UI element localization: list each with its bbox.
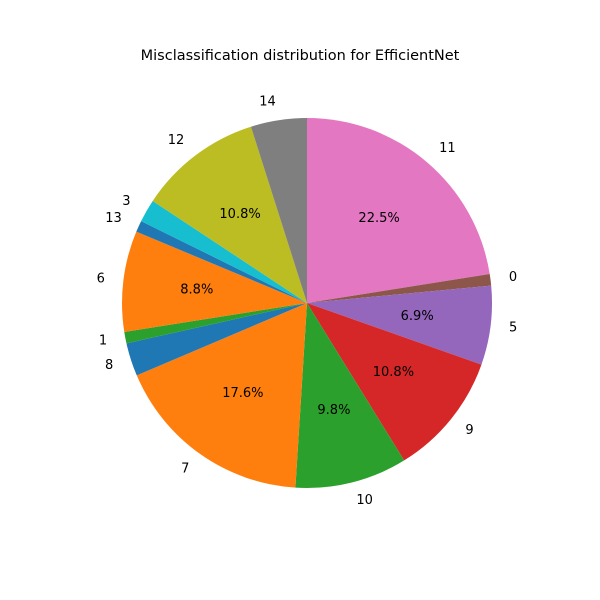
slice-label-5: 5	[509, 320, 517, 335]
slice-label-14: 14	[259, 94, 276, 109]
pie-slice-10	[295, 303, 405, 489]
slice-label-1: 1	[99, 334, 107, 349]
pie-slice-9	[307, 303, 482, 461]
pie-slice-11	[307, 118, 490, 303]
slice-label-3: 3	[122, 194, 130, 209]
pie-slice-12	[152, 126, 307, 303]
slice-label-10: 10	[356, 493, 373, 508]
chart-title: Misclassification distribution for Effic…	[140, 48, 460, 64]
pie-slice-6	[122, 231, 307, 332]
pie-slice-0	[307, 274, 492, 303]
percent-label-6: 8.8%	[180, 282, 213, 297]
pie-slice-1	[124, 303, 308, 344]
percent-label-7: 17.6%	[222, 386, 263, 401]
pie-slice-5	[307, 285, 492, 365]
slices-layer	[122, 118, 492, 489]
pie-slice-3	[141, 200, 307, 303]
labels-layer: 11 22.5% 0 5 6.9% 9 10.8% 10 9.8% 7 17.6% 8 1 6 8.8% 13…	[97, 94, 518, 508]
slice-label-11: 11	[439, 141, 456, 156]
pie-slice-13	[136, 221, 307, 303]
percent-label-12: 10.8%	[219, 207, 260, 222]
pie-slice-8	[126, 303, 307, 376]
percent-label-5: 6.9%	[401, 309, 434, 324]
slice-label-7: 7	[181, 462, 189, 477]
slice-label-6: 6	[97, 271, 105, 286]
slice-label-12: 12	[168, 133, 185, 148]
pie-slice-7	[136, 303, 307, 488]
slice-label-0: 0	[509, 270, 517, 285]
slice-label-9: 9	[465, 423, 473, 438]
slice-label-8: 8	[105, 358, 113, 373]
pie-slice-14	[250, 118, 307, 303]
percent-label-11: 22.5%	[358, 211, 399, 226]
slice-label-13: 13	[105, 211, 122, 226]
percent-label-9: 10.8%	[373, 365, 414, 380]
percent-label-10: 9.8%	[317, 403, 350, 418]
